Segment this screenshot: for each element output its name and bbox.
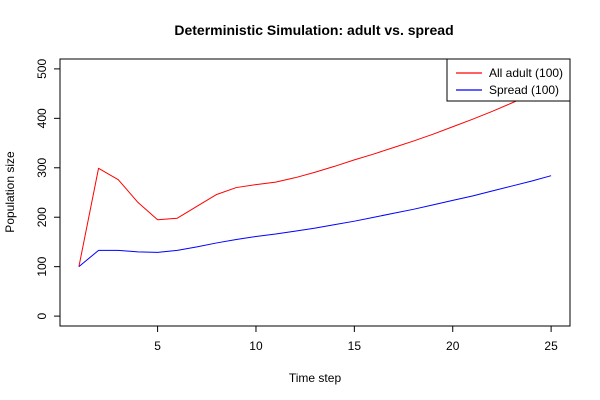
legend-label-1: All adult (100) — [489, 66, 563, 80]
series-line-2 — [78, 175, 552, 268]
y-tick-label: 0 — [35, 312, 49, 319]
x-tick-label: 25 — [544, 339, 558, 353]
x-tick-label: 5 — [154, 339, 161, 353]
x-axis: 5 10 15 20 25 — [154, 325, 558, 353]
series-line-1 — [78, 84, 552, 267]
chart-title: Deterministic Simulation: adult vs. spre… — [174, 22, 453, 38]
x-tick-label: 20 — [446, 339, 460, 353]
legend-label-2: Spread (100) — [489, 83, 559, 97]
x-axis-label: Time step — [289, 371, 342, 385]
y-axis: 0 100 200 300 400 500 — [35, 59, 61, 319]
y-tick-label: 200 — [35, 207, 49, 227]
x-tick-label: 15 — [348, 339, 362, 353]
y-tick-label: 400 — [35, 108, 49, 128]
y-tick-label: 500 — [35, 59, 49, 79]
y-tick-label: 300 — [35, 157, 49, 177]
y-axis-label: Population size — [3, 151, 17, 233]
legend: All adult (100) Spread (100) — [446, 58, 571, 102]
series-lines — [78, 84, 552, 268]
y-tick-label: 100 — [35, 256, 49, 276]
x-tick-label: 10 — [249, 339, 263, 353]
legend-box — [446, 58, 571, 102]
